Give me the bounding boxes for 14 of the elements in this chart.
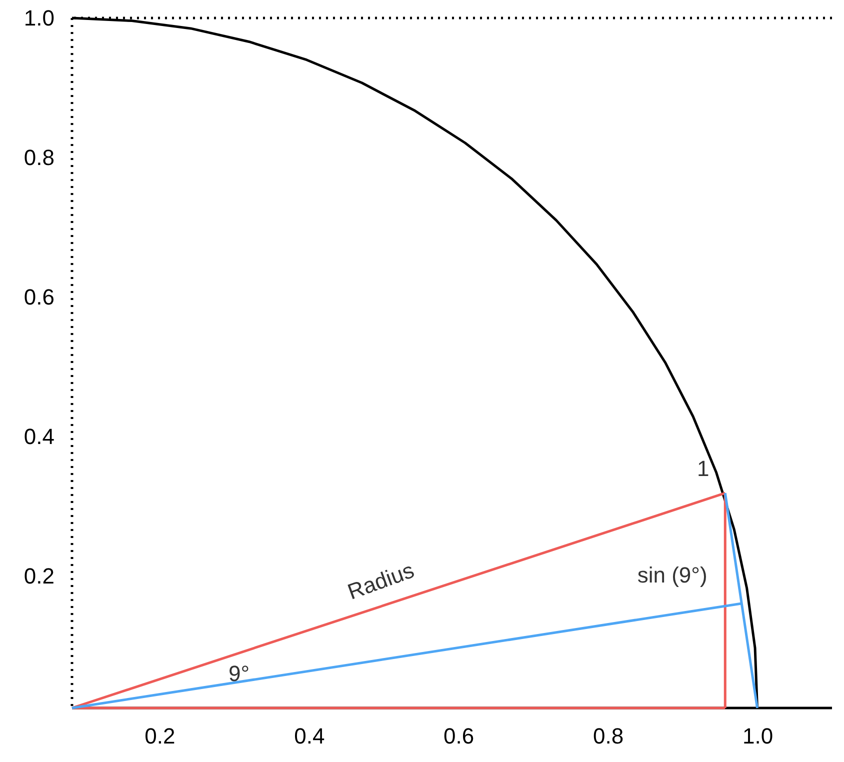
annotation: sin (9°)	[637, 562, 708, 588]
annotation: 9°	[228, 661, 250, 686]
annotation: 1	[697, 456, 710, 482]
x-tick-label: 0.2	[144, 724, 176, 748]
x-tick-label: 0.8	[593, 724, 624, 748]
x-tick-label: 0.6	[444, 724, 474, 748]
x-tick-label: 1.0	[742, 724, 774, 748]
x-tick-label: 0.4	[294, 724, 325, 748]
y-tick-label: 1.0	[24, 6, 54, 30]
y-tick-label: 0.4	[24, 424, 54, 450]
annotation: Radius	[344, 558, 418, 604]
y-tick-label: 0.8	[24, 145, 54, 170]
y-tick-label: 0.6	[24, 284, 54, 310]
y-tick-label: 0.2	[24, 564, 54, 589]
